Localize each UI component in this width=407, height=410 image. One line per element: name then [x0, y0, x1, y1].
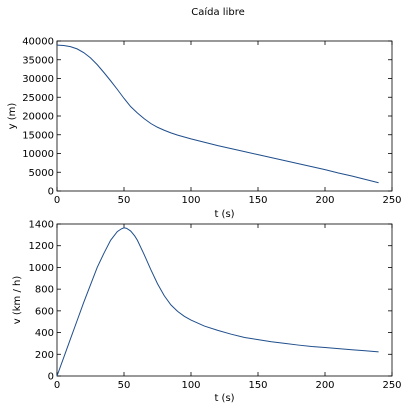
velocity-y-tick-label: 1400 [29, 220, 54, 231]
position-plot-frame [57, 41, 392, 191]
position-series-line [57, 45, 379, 183]
position-y-tick-label: 10000 [22, 149, 54, 160]
velocity-y-tick-label: 200 [35, 350, 54, 361]
position-y-tick-label: 0 [48, 187, 54, 198]
velocity-y-tick-label: 800 [35, 285, 54, 296]
velocity-x-tick-label: 0 [54, 380, 60, 391]
velocity-y-tick-label: 0 [48, 372, 54, 383]
velocity-x-tick-label: 250 [382, 380, 401, 391]
position-plot-ticks: 0 50 100 150 200 250 0 5000 10000 15000 20000 25000… [22, 37, 401, 207]
position-y-axis-label: y (m) [7, 103, 18, 130]
velocity-x-axis-label: t (s) [214, 393, 234, 404]
velocity-y-tick-label: 600 [35, 306, 54, 317]
position-x-tick-label: 250 [382, 195, 401, 206]
position-x-tick-label: 50 [118, 195, 131, 206]
position-x-axis-label: t (s) [214, 209, 234, 220]
position-x-tick-label: 150 [248, 195, 267, 206]
velocity-plot: 0 50 100 150 200 250 0 200 400 600 800 1000 1200 1400… [12, 220, 402, 405]
position-x-tick-label: 0 [54, 195, 60, 206]
position-y-tick-label: 20000 [22, 112, 54, 123]
velocity-plot-ticks: 0 50 100 150 200 250 0 200 400 600 800 1000 1200 1400 [29, 220, 402, 392]
position-x-tick-label: 100 [181, 195, 200, 206]
velocity-x-tick-label: 150 [248, 380, 267, 391]
position-y-tick-label: 40000 [22, 37, 54, 48]
position-y-tick-label: 5000 [29, 168, 54, 179]
velocity-y-tick-label: 1200 [29, 241, 54, 252]
position-y-tick-label: 30000 [22, 74, 54, 85]
position-plot: 0 50 100 150 200 250 0 5000 10000 15000 20000 25000… [7, 37, 402, 221]
velocity-series-line [57, 228, 379, 376]
position-y-tick-label: 35000 [22, 55, 54, 66]
velocity-y-tick-label: 400 [35, 328, 54, 339]
velocity-y-axis-label: v (km / h) [12, 276, 23, 325]
velocity-y-tick-label: 1000 [29, 263, 54, 274]
figure-title: Caída libre [191, 6, 245, 18]
position-y-tick-label: 15000 [22, 130, 54, 141]
velocity-x-tick-label: 200 [315, 380, 334, 391]
position-x-tick-label: 200 [315, 195, 334, 206]
position-y-tick-label: 25000 [22, 93, 54, 104]
velocity-x-tick-label: 50 [118, 380, 131, 391]
velocity-x-tick-label: 100 [181, 380, 200, 391]
